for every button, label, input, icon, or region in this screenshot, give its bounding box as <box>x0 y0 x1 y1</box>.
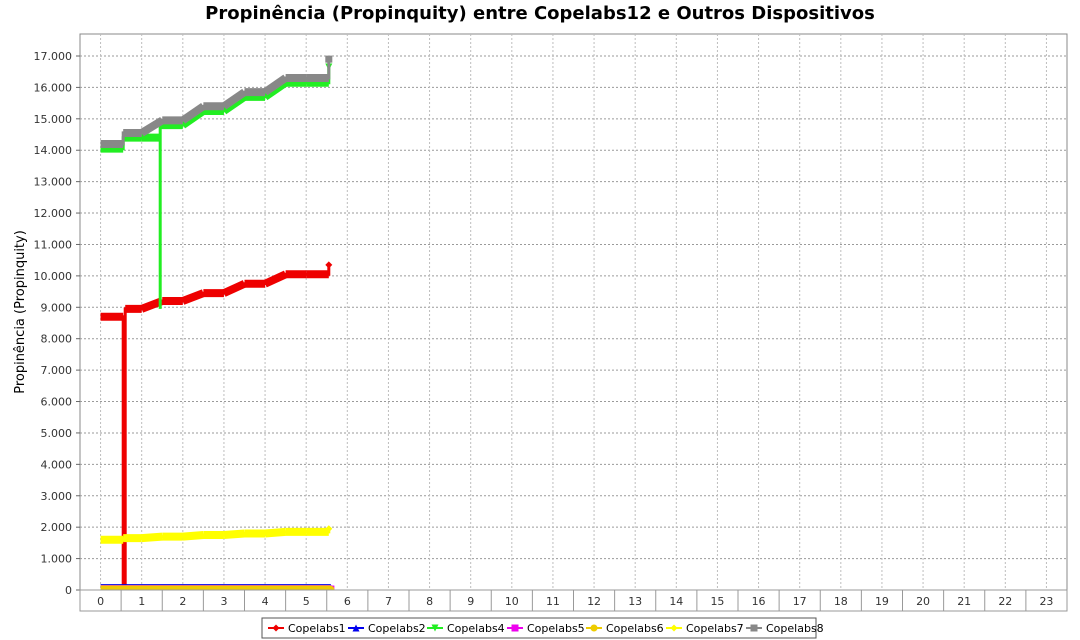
legend-marker-copelabs8 <box>750 624 758 632</box>
x-tick-label: 9 <box>467 595 474 608</box>
y-tick-label: 6.000 <box>41 396 73 409</box>
series-band-copelabs8 <box>139 116 165 137</box>
x-tick-label: 2 <box>179 595 186 608</box>
axis-layer: 0 1.000 2.000 3.000 4.000 5.000 6.000 7.000 8.00… <box>34 50 1068 612</box>
x-tick-label: 15 <box>710 595 724 608</box>
series-band-copelabs7 <box>264 527 286 538</box>
y-axis-label: Propinência (Propinquity) <box>13 230 28 394</box>
x-tick-label: 4 <box>262 595 269 608</box>
legend-item-copelabs7: Copelabs7 <box>686 622 744 635</box>
series-point-copelabs7 <box>325 525 333 533</box>
legend-item-copelabs4: Copelabs4 <box>447 622 505 635</box>
x-tick-label: 3 <box>220 595 227 608</box>
chart-title: Propinência (Propinquity) entre Copelabs… <box>205 3 875 24</box>
x-tick-label: 10 <box>505 595 519 608</box>
y-tick-label: 15.000 <box>34 113 73 126</box>
legend-item-copelabs5: Copelabs5 <box>527 622 585 635</box>
y-tick-label: 13.000 <box>34 176 73 189</box>
series-band-copelabs1 <box>181 289 205 305</box>
y-tick-label: 5.000 <box>41 427 73 440</box>
y-tick-label: 10.000 <box>34 270 73 283</box>
y-tick-label: 14.000 <box>34 144 73 157</box>
y-tick-label: 11.000 <box>34 238 73 251</box>
x-tick-label: 21 <box>957 595 971 608</box>
series-band-copelabs1 <box>263 270 288 288</box>
y-tick-label: 0 <box>65 584 72 597</box>
x-tick-label: 7 <box>385 595 392 608</box>
legend-marker-copelabs7 <box>670 624 678 632</box>
legend-box <box>261 617 817 639</box>
series-band-copelabs7 <box>141 532 163 543</box>
y-tick-label: 2.000 <box>41 521 73 534</box>
legend-item-copelabs2: Copelabs2 <box>368 622 426 635</box>
x-tick-label: 17 <box>793 595 807 608</box>
x-tick-label: 8 <box>426 595 433 608</box>
series-band-copelabs8 <box>221 88 247 110</box>
legend-item-copelabs8: Copelabs8 <box>766 622 824 635</box>
series-layer <box>100 55 335 594</box>
y-tick-label: 9.000 <box>41 301 73 314</box>
x-tick-label: 5 <box>303 595 310 608</box>
legend-item-copelabs1: Copelabs1 <box>288 622 346 635</box>
series-band-copelabs8 <box>262 74 288 96</box>
y-tick-label: 8.000 <box>41 333 73 346</box>
x-tick-label: 14 <box>669 595 683 608</box>
legend: Copelabs1 Copelabs2 Copelabs4 Copelabs5 Cope… <box>261 617 824 639</box>
x-tick-label: 13 <box>628 595 642 608</box>
series-point-copelabs1 <box>325 261 333 269</box>
y-tick-label: 7.000 <box>41 364 73 377</box>
y-tick-label: 17.000 <box>34 50 73 63</box>
x-tick-label: 11 <box>546 595 560 608</box>
x-tick-label: 16 <box>752 595 766 608</box>
x-tick-label: 20 <box>916 595 930 608</box>
x-tick-label: 6 <box>344 595 351 608</box>
x-tick-label: 19 <box>875 595 889 608</box>
x-tick-label: 23 <box>1039 595 1053 608</box>
legend-marker-copelabs1 <box>272 624 280 632</box>
x-tick-label: 1 <box>138 595 145 608</box>
series-band-copelabs1 <box>222 280 247 297</box>
x-tick-label: 0 <box>97 595 104 608</box>
grid-layer <box>79 33 1068 591</box>
series-band-copelabs7 <box>182 531 204 541</box>
series-band-copelabs8 <box>180 102 206 124</box>
y-tick-label: 3.000 <box>41 490 73 503</box>
x-tick-label: 18 <box>834 595 848 608</box>
legend-marker-copelabs5 <box>511 624 519 632</box>
legend-marker-copelabs6 <box>590 624 598 632</box>
plot-area <box>79 33 1068 591</box>
y-tick-label: 12.000 <box>34 207 73 220</box>
x-tick-label: 22 <box>998 595 1012 608</box>
legend-marker-copelabs4 <box>431 624 439 632</box>
legend-marker-copelabs2 <box>352 624 360 632</box>
legend-item-copelabs6: Copelabs6 <box>606 622 664 635</box>
series-band-copelabs7 <box>223 529 245 540</box>
x-tick-label: 12 <box>587 595 601 608</box>
series-point-copelabs8 <box>325 55 333 63</box>
y-tick-label: 16.000 <box>34 81 73 94</box>
y-tick-label: 1.000 <box>41 553 73 566</box>
y-tick-label: 4.000 <box>41 458 73 471</box>
